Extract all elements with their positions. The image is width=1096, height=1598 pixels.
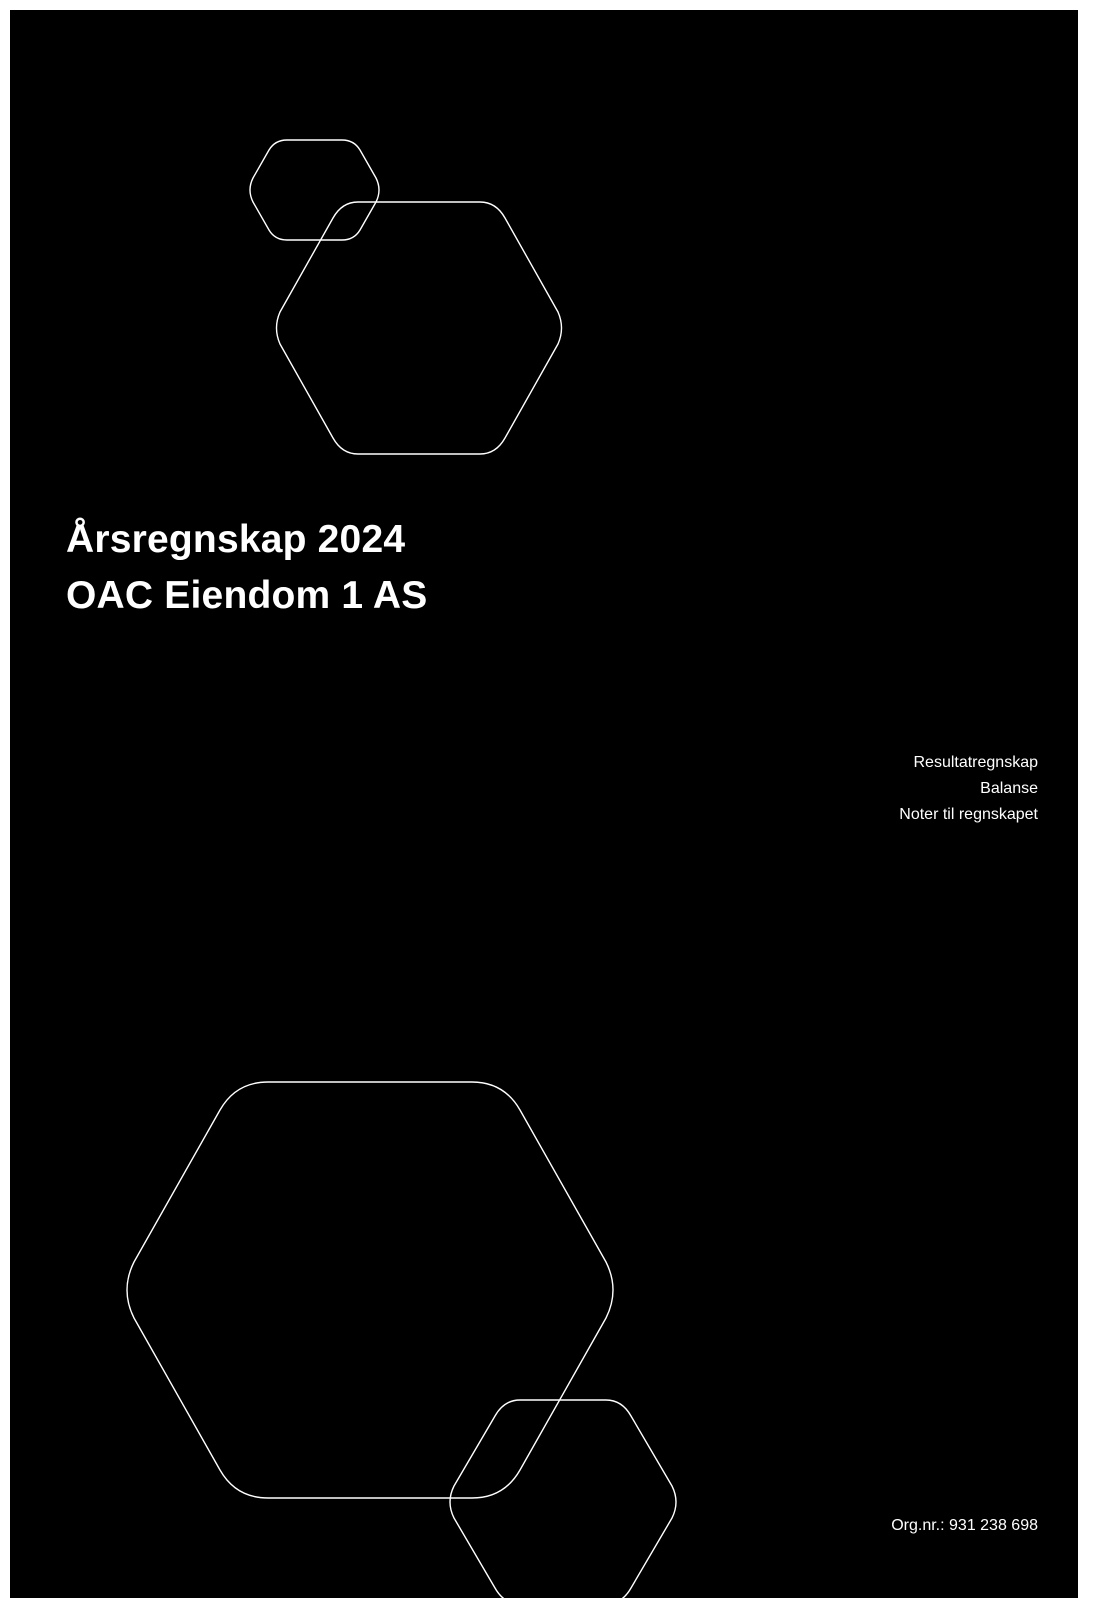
company-name: OAC Eiendom 1 AS [66, 574, 428, 617]
org-number: Org.nr.: 931 238 698 [891, 1517, 1038, 1534]
cover-page: Årsregnskap 2024 OAC Eiendom 1 AS Result… [10, 10, 1078, 1598]
contents-item-resultatregnskap: Resultatregnskap [913, 754, 1038, 771]
hexagon-large-bottom-icon [126, 1081, 614, 1499]
hexagon-large-top-icon [275, 201, 563, 455]
hexagon-decoration [126, 139, 677, 1598]
contents-item-balanse: Balanse [980, 780, 1038, 797]
report-title: Årsregnskap 2024 [66, 518, 406, 561]
contents-item-noter: Noter til regnskapet [899, 806, 1038, 823]
contents-list: Resultatregnskap Balanse Noter til regns… [899, 750, 1038, 828]
hexagon-small-bottom-icon [449, 1399, 677, 1598]
hexagon-small-top-icon [249, 139, 380, 241]
report-title-block: Årsregnskap 2024 OAC Eiendom 1 AS [66, 512, 427, 624]
